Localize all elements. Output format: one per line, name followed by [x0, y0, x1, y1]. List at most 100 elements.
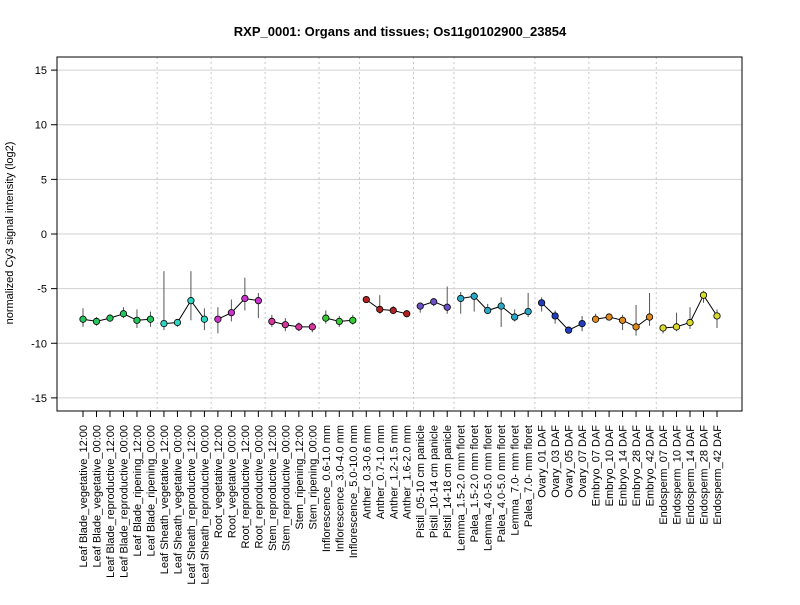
data-point — [362, 295, 370, 304]
series-line — [163, 299, 205, 325]
data-point — [146, 315, 155, 323]
series-line — [217, 297, 259, 320]
data-point — [241, 294, 249, 303]
y-tick-label: 15 — [35, 65, 47, 77]
x-tick-label: Stem_ripening_12:00 — [294, 425, 306, 530]
x-tick-label: Inflorescence_5.0-10.0 mm — [348, 425, 360, 558]
series-line — [460, 295, 529, 318]
x-tick-label: Embryo_10 DAF — [604, 425, 616, 507]
x-tick-label: Embryo_07 DAF — [591, 425, 603, 507]
data-point — [470, 292, 478, 300]
data-point — [632, 323, 640, 331]
x-tick-label: Endosperm_07 DAF — [658, 425, 670, 525]
x-tick-label: Endosperm_28 DAF — [699, 425, 711, 525]
x-tick-label: Lemma_1.5-2.0 mm floret — [456, 425, 468, 551]
data-point — [645, 313, 654, 321]
data-point — [618, 316, 627, 324]
x-tick-label: Lemma_4.0-5.0 mm floret — [483, 425, 495, 551]
data-point — [484, 306, 492, 315]
data-point — [308, 323, 316, 331]
x-tick-label: Pistil_14-18 cm panicle — [442, 425, 454, 538]
data-point — [295, 323, 303, 331]
x-tick-label: Leaf Sheath_vegetative_12:00 — [159, 425, 171, 574]
x-tick-label: Leaf Sheath_reproductive_12:00 — [186, 425, 198, 585]
data-point — [403, 310, 411, 318]
x-tick-label: Embryo_42 DAF — [645, 425, 657, 507]
series-layer — [79, 271, 721, 336]
data-point — [511, 313, 519, 321]
data-point — [578, 319, 586, 328]
data-point — [605, 313, 613, 321]
x-tick-label: Stem_ripening_00:00 — [307, 425, 319, 530]
x-tick-labels: Leaf Blade_vegetative_12:00 Leaf Blade_ve… — [78, 411, 724, 585]
data-point — [672, 323, 681, 331]
x-tick-label: Endosperm_14 DAF — [685, 425, 697, 525]
data-point — [389, 306, 397, 315]
data-point — [268, 317, 276, 326]
x-tick-label: Root_vegetative_00:00 — [226, 425, 238, 538]
data-point — [214, 315, 222, 323]
x-tick-label: Lemma_7.0- mm floret — [510, 425, 522, 536]
x-tick-label: Leaf Sheath_reproductive_00:00 — [199, 425, 211, 585]
x-tick-label: Embryo_28 DAF — [631, 425, 643, 507]
x-tick-label: Anther_0.7-1.0 mm — [375, 425, 387, 519]
x-tick-label: Stem_reproductive_00:00 — [280, 425, 292, 551]
data-point — [335, 317, 343, 326]
data-point — [538, 299, 546, 307]
chart-title: RXP_0001: Organs and tissues; Os11g01029… — [234, 24, 567, 39]
data-point — [659, 324, 667, 332]
x-tick-label: Root_reproductive_00:00 — [253, 425, 265, 549]
grid-layer — [57, 57, 742, 411]
x-tick-label: Root_reproductive_12:00 — [240, 425, 252, 549]
data-point — [160, 319, 168, 328]
data-point — [430, 298, 438, 306]
data-point — [173, 318, 182, 327]
data-point — [686, 318, 694, 327]
data-point — [416, 302, 424, 310]
y-tick-label: 5 — [41, 174, 47, 186]
x-tick-label: Leaf Blade_ripening_12:00 — [132, 425, 144, 557]
series-line — [366, 299, 407, 315]
data-point — [457, 294, 465, 303]
x-tick-label: Leaf Sheath_vegetative_00:00 — [172, 425, 184, 574]
y-axis-label: normalized Cy3 signal intensity (log2) — [4, 142, 16, 325]
data-point — [713, 312, 721, 320]
y-tick-label: 10 — [35, 120, 47, 132]
x-tick-label: Anther_0.3-0.6 mm — [361, 425, 373, 519]
data-point — [254, 297, 262, 305]
data-point — [92, 317, 101, 326]
x-tick-label: Ovary_01 DAF — [537, 425, 549, 498]
x-tick-label: Pistil_10-14 cm panicle — [429, 425, 441, 538]
y-tick-label: -10 — [31, 338, 47, 350]
x-tick-label: Leaf Blade_vegetative_00:00 — [92, 425, 104, 568]
data-point — [79, 315, 87, 323]
data-point — [227, 309, 235, 317]
data-point — [349, 316, 357, 324]
data-point — [497, 302, 505, 310]
x-tick-label: Inflorescence_0.6-1.0 mm — [321, 425, 333, 552]
y-axis: -15 -10 -5 0 5 10 15 — [31, 65, 57, 405]
x-tick-label: Inflorescence_3.0-4.0 mm — [334, 425, 346, 552]
x-tick-label: Ovary_05 DAF — [564, 425, 576, 498]
plot-frame — [56, 56, 743, 412]
x-tick-label: Anther_1.2-1.5 mm — [388, 425, 400, 519]
x-tick-label: Leaf Blade_reproductive_12:00 — [105, 425, 117, 578]
x-tick-label: Palea_7.0- mm floret — [523, 425, 535, 527]
series-line — [541, 302, 583, 331]
data-point — [443, 303, 451, 311]
x-tick-label: Endosperm_42 DAF — [712, 425, 724, 525]
x-tick-label: Leaf Blade_ripening_00:00 — [145, 425, 157, 557]
x-tick-label: Root_vegetative_12:00 — [213, 425, 225, 538]
data-point — [591, 315, 600, 323]
data-point — [106, 314, 114, 322]
data-point — [551, 312, 559, 320]
data-point — [565, 326, 573, 334]
data-point — [699, 291, 708, 299]
data-point — [376, 305, 384, 313]
x-tick-label: Endosperm_10 DAF — [672, 425, 684, 525]
x-tick-label: Ovary_03 DAF — [550, 425, 562, 498]
x-tick-label: Palea_1.5-2.0 mm floret — [469, 425, 481, 542]
data-point — [200, 315, 209, 323]
